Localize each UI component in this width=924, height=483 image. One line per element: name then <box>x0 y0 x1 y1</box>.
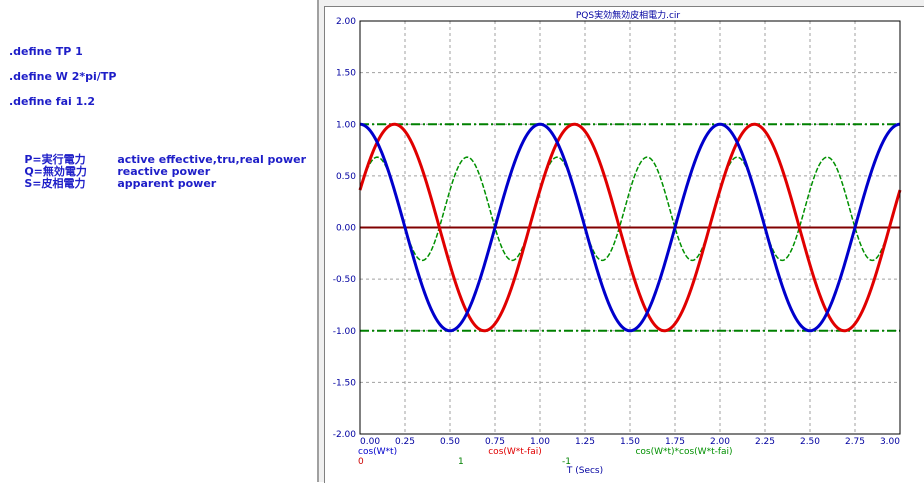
plot-frame <box>359 20 901 435</box>
power-term-key: Q=無効電力 <box>24 165 87 178</box>
define-line-fai: .define fai 1.2 <box>9 95 96 108</box>
series-line-2 <box>358 122 902 333</box>
x-tick-label: 1.75 <box>665 437 685 447</box>
y-tick-label: -2.00 <box>333 430 357 440</box>
chart-title: PQS実効無効皮相電力.cir <box>576 9 681 21</box>
series-line-1 <box>359 122 901 333</box>
y-tick-label: 2.00 <box>336 17 356 27</box>
power-term-desc: active effective,tru,real power <box>117 153 307 166</box>
x-tick-label: 0.50 <box>440 437 460 447</box>
power-term-q: Q=無効電力 reactive power <box>9 154 210 190</box>
x-tick-labels: 0.00 0.25 0.50 0.75 1.00 1.25 1.50 1.75 2.00 2.25… <box>360 437 900 447</box>
series-layer <box>358 122 902 333</box>
netlist-text-pane: .define TP 1 .define W 2*pi/TP .define f… <box>0 0 318 482</box>
x-tick-label: 2.00 <box>710 437 730 447</box>
y-tick-label: 1.50 <box>336 69 356 79</box>
y-tick-label: -0.50 <box>333 275 357 285</box>
legend-entry[interactable]: cos(W*t) <box>358 447 397 457</box>
y-tick-labels: 2.00 1.50 1.00 0.50 0.00 -0.50 -1.00 -1.50 -2.00 <box>333 17 357 440</box>
power-term-key: S=皮相電力 <box>24 177 86 190</box>
x-tick-label: 0.00 <box>360 437 380 447</box>
x-tick-label: 3.00 <box>880 437 900 447</box>
define-line-w: .define W 2*pi/TP <box>9 70 117 83</box>
legend-value: 1 <box>458 457 464 467</box>
power-term-s: S=皮相電力 apparent power <box>9 166 216 202</box>
x-tick-label: 0.25 <box>395 437 415 447</box>
legend[interactable]: cos(W*t) cos(W*t-fai) cos(W*t)*cos(W*t-fai… <box>358 447 733 467</box>
legend-entry[interactable]: cos(W*t-fai) <box>488 447 542 457</box>
x-tick-label: 1.50 <box>620 437 640 447</box>
x-tick-label: 0.75 <box>485 437 505 447</box>
x-tick-label: 2.25 <box>755 437 775 447</box>
y-tick-label: -1.50 <box>333 378 357 388</box>
legend-entry[interactable]: cos(W*t)*cos(W*t-fai) <box>635 447 732 457</box>
x-tick-label: 2.75 <box>845 437 865 447</box>
legend-value: -1 <box>562 457 571 467</box>
pane-splitter[interactable] <box>317 0 319 482</box>
power-term-desc: apparent power <box>117 177 217 190</box>
x-axis-label: T (Secs) <box>566 466 603 476</box>
x-tick-label: 1.25 <box>575 437 595 447</box>
series-line-3 <box>359 156 901 262</box>
define-line-tp: .define TP 1 <box>9 45 83 58</box>
power-term-key: P=実行電力 <box>24 153 86 166</box>
x-tick-label: 2.50 <box>800 437 820 447</box>
x-tick-label: 1.00 <box>530 437 550 447</box>
power-term-desc: reactive power <box>117 165 211 178</box>
legend-value: 0 <box>358 457 364 467</box>
y-tick-label: 0.50 <box>336 172 356 182</box>
y-tick-label: 0.00 <box>336 224 356 234</box>
y-tick-label: -1.00 <box>333 327 357 337</box>
y-tick-label: 1.00 <box>336 120 356 130</box>
power-term-p: P=実行電力 active effective,tru,real power <box>9 142 306 178</box>
